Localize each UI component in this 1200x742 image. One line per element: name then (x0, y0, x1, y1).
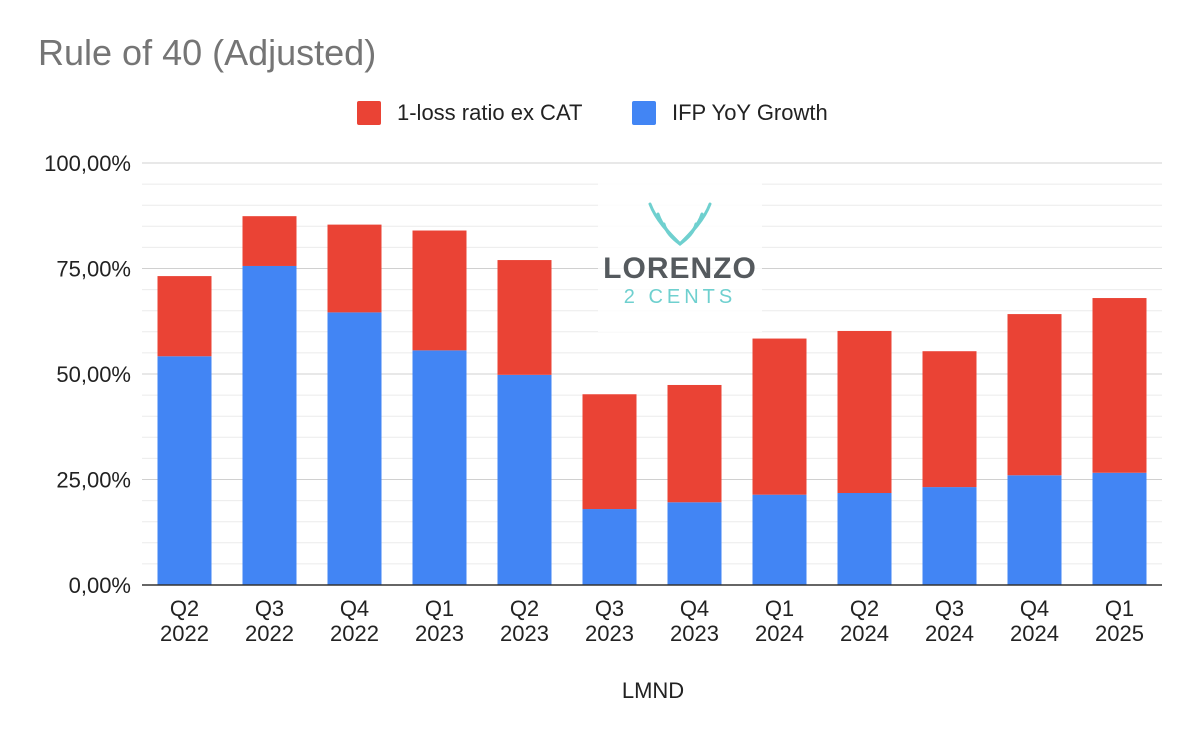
watermark-logo: LORENZO 2 CENTS (598, 182, 762, 332)
x-tick-label-quarter: Q3 (255, 596, 284, 621)
x-tick-label-quarter: Q1 (765, 596, 794, 621)
x-tick-label-quarter: Q4 (1020, 596, 1049, 621)
x-tick-label-quarter: Q2 (170, 596, 199, 621)
x-tick-label-quarter: Q1 (425, 596, 454, 621)
watermark-subtitle: 2 CENTS (623, 286, 737, 308)
legend-label-ifp-growth: IFP YoY Growth (672, 100, 828, 125)
bar-ifp-growth (667, 502, 722, 585)
x-tick-label-quarter: Q4 (680, 596, 709, 621)
x-tick-label-quarter: Q3 (935, 596, 964, 621)
legend-swatch-ifp-growth (632, 101, 656, 125)
x-tick-label-year: 2024 (755, 621, 804, 646)
y-tick-label: 100,00% (44, 151, 131, 176)
bar-loss-ratio (922, 351, 977, 488)
x-tick-label-year: 2023 (670, 621, 719, 646)
bar-ifp-growth (1092, 472, 1147, 585)
bar-ifp-growth (497, 374, 552, 585)
chart-title: Rule of 40 (Adjusted) (38, 32, 377, 73)
y-tick-label: 50,00% (56, 362, 131, 387)
x-tick-label-year: 2022 (160, 621, 209, 646)
legend-swatch-loss-ratio (357, 101, 381, 125)
x-tick-label-year: 2023 (585, 621, 634, 646)
bar-ifp-growth (157, 356, 212, 585)
chart-legend: 1-loss ratio ex CAT IFP YoY Growth (0, 98, 1200, 128)
legend-item-ifp-growth[interactable]: IFP YoY Growth (632, 98, 828, 128)
x-tick-label-year: 2022 (330, 621, 379, 646)
bar-loss-ratio (1092, 298, 1147, 473)
bar-ifp-growth (752, 494, 807, 585)
bar-ifp-growth (922, 487, 977, 585)
x-tick-label-year: 2024 (925, 621, 974, 646)
bar-ifp-growth (242, 265, 297, 585)
bar-ifp-growth (412, 350, 467, 585)
x-tick-label-quarter: Q4 (340, 596, 369, 621)
x-axis-title: LMND (621, 678, 685, 703)
x-tick-label-year: 2023 (500, 621, 549, 646)
wings-icon (648, 202, 712, 246)
bar-loss-ratio (412, 230, 467, 351)
x-tick-label-quarter: Q2 (510, 596, 539, 621)
x-tick-label-quarter: Q2 (850, 596, 879, 621)
bar-ifp-growth (1007, 475, 1062, 585)
bar-loss-ratio (1007, 314, 1062, 476)
x-tick-label-year: 2024 (1010, 621, 1059, 646)
legend-item-loss-ratio[interactable]: 1-loss ratio ex CAT (357, 98, 582, 128)
y-tick-label: 25,00% (56, 468, 131, 493)
y-tick-label: 0,00% (69, 573, 131, 598)
bar-ifp-growth (327, 312, 382, 585)
y-tick-label: 75,00% (56, 257, 131, 282)
x-tick-label-year: 2024 (840, 621, 889, 646)
bar-loss-ratio (327, 224, 382, 313)
bar-loss-ratio (242, 216, 297, 266)
x-tick-label-year: 2025 (1095, 621, 1144, 646)
legend-label-loss-ratio: 1-loss ratio ex CAT (397, 100, 583, 125)
x-tick-label-year: 2023 (415, 621, 464, 646)
x-tick-label-year: 2022 (245, 621, 294, 646)
bar-loss-ratio (497, 260, 552, 375)
bar-loss-ratio (752, 338, 807, 495)
bar-ifp-growth (837, 493, 892, 585)
x-tick-label-quarter: Q3 (595, 596, 624, 621)
bar-loss-ratio (582, 394, 637, 510)
bar-loss-ratio (667, 384, 722, 503)
bar-loss-ratio (837, 330, 892, 494)
x-tick-label-quarter: Q1 (1105, 596, 1134, 621)
watermark-name: LORENZO (603, 252, 757, 285)
bar-loss-ratio (157, 276, 212, 357)
bar-ifp-growth (582, 509, 637, 585)
